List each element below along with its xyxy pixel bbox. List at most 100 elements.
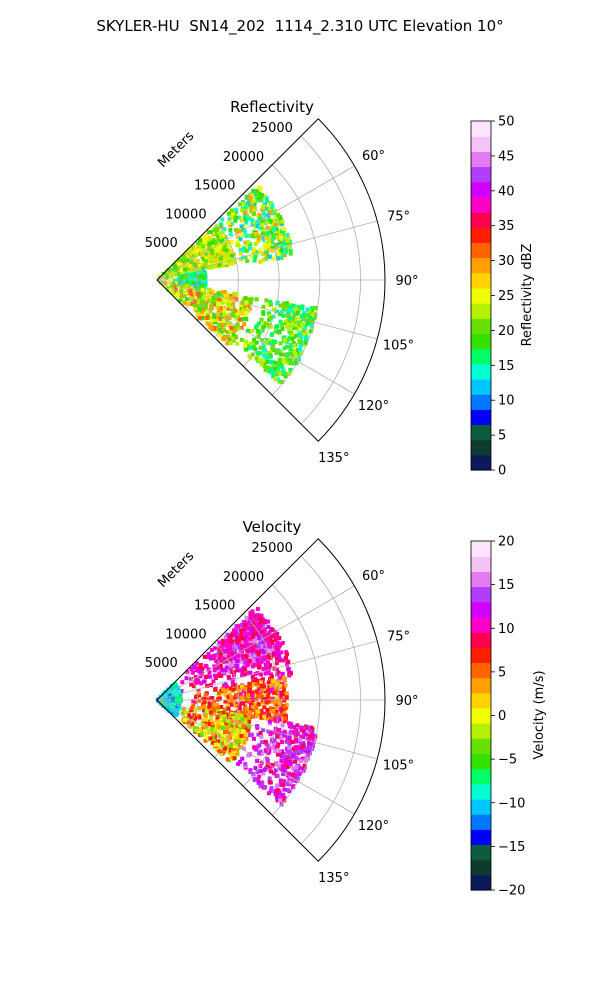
field-cell: [174, 260, 179, 265]
field-cell: [279, 240, 284, 245]
field-cell: [294, 734, 299, 739]
field-cell: [218, 306, 223, 311]
field-cell: [257, 236, 262, 241]
colorbar-tick-label: 0: [498, 464, 506, 479]
field-cell: [279, 650, 284, 655]
field-cell: [227, 652, 232, 657]
field-cell: [285, 233, 290, 237]
field-cell: [265, 707, 270, 712]
colorbar-swatch: [471, 829, 491, 846]
field-cell: [289, 324, 294, 329]
field-cell: [185, 252, 190, 257]
field-cell: [198, 674, 203, 679]
field-cell: [213, 256, 218, 261]
field-cell: [218, 256, 223, 261]
field-cell: [285, 750, 290, 755]
field-cell: [175, 293, 180, 298]
field-cell: [259, 710, 264, 715]
field-cell: [166, 700, 171, 705]
field-cell: [257, 665, 261, 670]
field-cell: [228, 249, 233, 254]
field-cell: [275, 372, 280, 377]
field-cell: [259, 734, 264, 739]
field-cell: [263, 368, 268, 373]
field-cell: [291, 766, 296, 771]
field-cell: [179, 292, 184, 297]
field-cell: [216, 245, 221, 250]
field-cell: [250, 199, 255, 204]
field-cell: [280, 366, 285, 371]
field-cell: [282, 733, 287, 738]
field-cell: [185, 258, 190, 263]
field-cell: [220, 656, 225, 661]
colorbar-swatch: [471, 738, 491, 755]
field-cell: [273, 215, 278, 220]
field-cell: [246, 670, 251, 675]
colorbar-swatch: [471, 874, 491, 891]
field-cell: [275, 795, 280, 800]
field-cell: [272, 744, 277, 748]
field-cell: [244, 640, 249, 645]
field-cell: [207, 729, 212, 734]
field-cell: [268, 683, 273, 688]
field-cell: [237, 228, 242, 233]
field-cell: [207, 264, 212, 269]
field-cell: [188, 296, 193, 301]
colorbar-swatch: [471, 768, 491, 785]
field-cell: [230, 662, 234, 667]
field-cell: [290, 321, 295, 326]
field-cell: [276, 242, 281, 247]
field-cell: [196, 271, 201, 276]
field-cell: [230, 653, 235, 658]
field-cell: [181, 274, 186, 279]
field-cell: [238, 247, 243, 252]
colorbar-swatch: [471, 318, 491, 335]
field-cell: [223, 241, 228, 246]
field-cell: [301, 732, 306, 737]
field-cell: [295, 731, 300, 736]
field-cell: [197, 669, 202, 674]
field-cell: [173, 708, 178, 713]
field-cell: [210, 301, 215, 306]
radial-tick-label: 10000: [165, 207, 206, 222]
field-cell: [188, 715, 193, 720]
field-cell: [277, 357, 282, 362]
field-cell: [269, 239, 274, 244]
field-cell: [229, 639, 234, 644]
field-cell: [227, 337, 232, 342]
field-cell: [290, 337, 295, 342]
field-cell: [261, 650, 266, 655]
field-cell: [221, 233, 226, 238]
field-cell: [200, 262, 205, 267]
field-cell: [226, 239, 231, 244]
field-cell: [263, 739, 268, 744]
field-cell: [211, 244, 216, 249]
field-cell: [232, 663, 237, 668]
field-cell: [229, 305, 234, 310]
field-cell: [246, 753, 251, 758]
field-cell: [235, 230, 240, 235]
field-cell: [280, 322, 285, 327]
field-cell: [238, 303, 243, 308]
colorbar-swatch: [471, 394, 491, 410]
field-cell: [170, 697, 175, 702]
field-cell: [222, 718, 227, 723]
field-cell: [252, 211, 256, 216]
field-cell: [276, 367, 280, 371]
field-cell: [268, 732, 273, 737]
field-cell: [267, 630, 272, 635]
field-cell: [218, 652, 223, 657]
field-cell: [252, 736, 256, 741]
field-cell: [230, 670, 235, 675]
field-cell: [256, 222, 261, 227]
field-cell: [216, 724, 221, 729]
field-cell: [280, 723, 285, 728]
azimuth-tick-labels: 60° 75° 90° 105° 120° 135°: [318, 149, 418, 466]
field-cell: [235, 735, 240, 740]
field-cell: [233, 292, 238, 297]
field-cell: [207, 249, 212, 254]
field-cell: [204, 252, 209, 257]
field-cell: [258, 259, 263, 264]
field-cell: [301, 322, 306, 326]
field-cell: [285, 338, 290, 343]
